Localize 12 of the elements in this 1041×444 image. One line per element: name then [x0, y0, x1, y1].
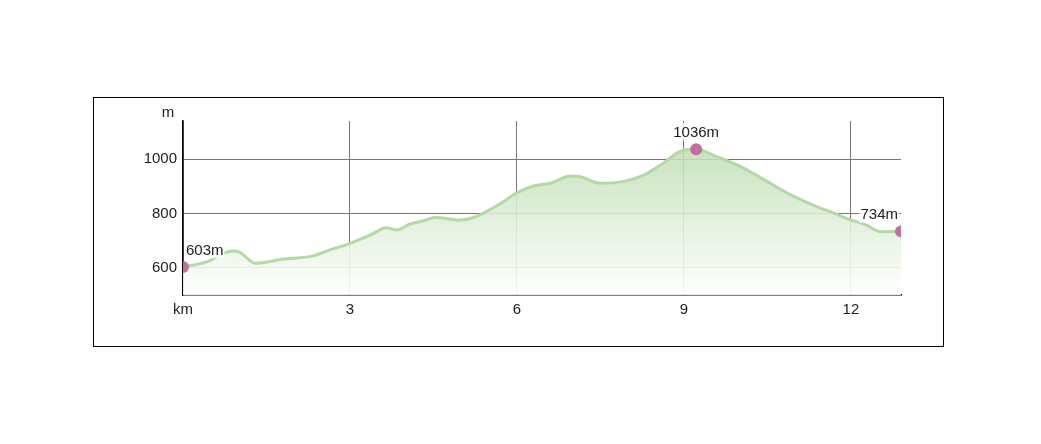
- y-tick-label: 600: [151, 257, 177, 275]
- y-tick-label: 1000: [143, 149, 177, 167]
- x-tick-label: 3: [345, 300, 355, 318]
- x-tick-label: 9: [679, 300, 689, 318]
- data-label: 1036m: [673, 122, 720, 140]
- y-tick-label: 800: [151, 203, 177, 221]
- x-tick-label: 6: [512, 300, 522, 318]
- x-tick-label: 12: [842, 300, 860, 318]
- data-label: 734m: [860, 205, 898, 223]
- y-axis-title: m: [161, 102, 175, 120]
- x-tick-label: km: [173, 300, 193, 318]
- data-label: 603m: [186, 240, 224, 258]
